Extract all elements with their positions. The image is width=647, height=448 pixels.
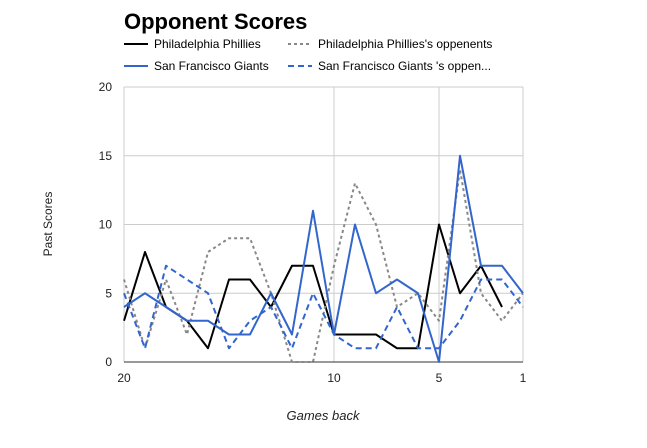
x-tick-label: 10 xyxy=(327,371,341,385)
y-tick-label: 5 xyxy=(105,286,112,300)
series-line-4 xyxy=(123,264,524,350)
x-axis-label: Games back xyxy=(287,408,361,423)
y-axis-label: Past Scores xyxy=(41,192,55,257)
y-tick-label: 15 xyxy=(99,149,113,163)
x-tick-label: 20 xyxy=(117,371,131,385)
legend-item-4: San Francisco Giants 's oppen... xyxy=(288,59,491,73)
chart-title: Opponent Scores xyxy=(124,9,307,34)
series-line-1 xyxy=(123,223,503,350)
legend-item-1: Philadelphia Phillies xyxy=(124,37,261,51)
x-tick-label: 5 xyxy=(436,371,443,385)
series-layer xyxy=(123,154,524,363)
y-tick-label: 0 xyxy=(105,355,112,369)
legend-label: San Francisco Giants 's oppen... xyxy=(318,59,491,73)
legend-label: Philadelphia Phillies xyxy=(154,37,261,51)
legend: Philadelphia Phillies Philadelphia Philli… xyxy=(124,37,492,73)
tick-labels: 0 5 10 15 20 20 10 5 1 xyxy=(99,80,527,385)
x-tick-label: 1 xyxy=(520,371,527,385)
grid xyxy=(123,86,524,362)
legend-label: Philadelphia Phillies's oppenents xyxy=(318,37,492,51)
y-tick-label: 10 xyxy=(99,218,113,232)
legend-item-2: Philadelphia Phillies's oppenents xyxy=(288,37,492,51)
legend-label: San Francisco Giants xyxy=(154,59,269,73)
legend-item-3: San Francisco Giants xyxy=(124,59,269,73)
series-line-2 xyxy=(123,168,524,363)
series-line-3 xyxy=(123,154,524,363)
y-tick-label: 20 xyxy=(99,80,113,94)
